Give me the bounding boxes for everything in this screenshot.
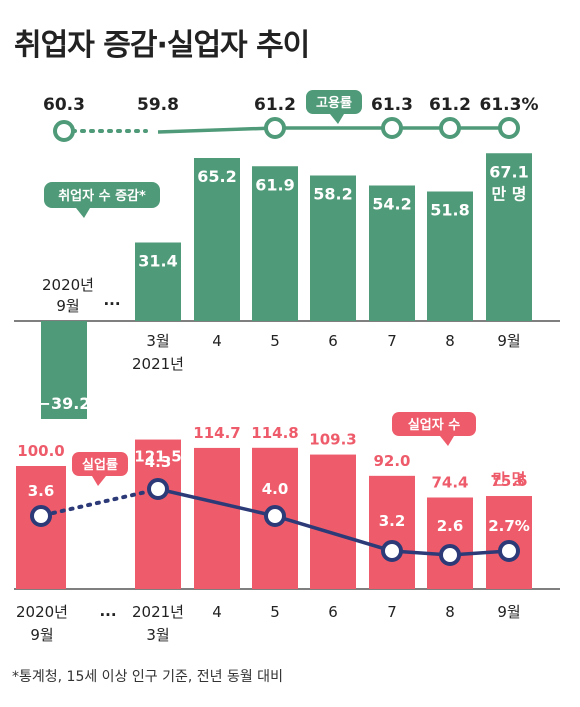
unemployed-last-unit: 만 명 (493, 470, 526, 488)
employment-legend-pointer (76, 208, 90, 218)
employment-value-label: 61.9 (255, 175, 294, 194)
unemployed-legend-label: 실업자 수 (408, 417, 460, 433)
axis-label-month: 5 (270, 332, 280, 350)
unemployed-value-label: 121.5 (134, 448, 181, 466)
unemployed-legend-pointer (440, 436, 454, 446)
unemployment-rate-label: 2.6 (437, 517, 464, 535)
unemployment-rate-marker (498, 540, 520, 562)
unemployment-rate-marker (30, 505, 52, 527)
unemployment-rate-dotted (51, 490, 148, 515)
unemployed-value-label: 114.7 (193, 424, 240, 442)
employment-rate-label: 61.3% (480, 95, 539, 115)
bottom-axis-2020: 2020년 (16, 603, 68, 621)
axis-label-2021: 2021년 (132, 355, 184, 373)
unemployment-rate-label: 4.0 (262, 480, 289, 498)
bottom-axis-month: 4 (212, 603, 222, 621)
unemployed-value-label: 75.6 (490, 472, 527, 490)
employment-unit-label: 만 명 (491, 184, 526, 203)
bottom-axis-month: 5 (270, 603, 280, 621)
unemployed-bar (310, 454, 356, 589)
unemployment-rate-marker (147, 478, 169, 500)
employment-value-label: 67.1 (489, 162, 528, 181)
employment-rate-marker (439, 117, 461, 139)
employment-bar (486, 153, 532, 321)
unemployment-rate-marker (381, 540, 403, 562)
employment-rate-marker (53, 120, 75, 142)
employment-rate-tag (306, 90, 362, 114)
employment-bar (194, 158, 240, 321)
employment-value-label: −39.2 (38, 394, 91, 413)
unemployed-bar (135, 439, 181, 589)
chart-title: 취업자 증감·실업자 추이 (14, 28, 310, 63)
employment-bar (135, 242, 181, 321)
unemployed-value-label: 74.4 (431, 473, 468, 491)
employment-rate-label: 61.3 (371, 95, 413, 115)
bottom-axis-month: 8 (445, 603, 455, 621)
employment-bar (427, 191, 473, 321)
unemployment-rate-label: 3.6 (28, 482, 55, 500)
footnote: *통계청, 15세 이상 인구 기준, 전년 동월 대비 (12, 669, 283, 685)
employment-bar (310, 175, 356, 321)
axis-label-month: 8 (445, 332, 455, 350)
unemployed-value-label: 114.8 (251, 424, 298, 442)
employment-rate-label: 61.2 (254, 95, 296, 115)
employment-bar (369, 185, 415, 321)
axis-label-march: 3월 (146, 332, 169, 350)
bottom-axis-3: 3월 (146, 626, 169, 644)
unemployed-legend-tag (392, 412, 476, 436)
employment-rate-marker (264, 117, 286, 139)
employment-bar (41, 321, 87, 419)
employment-value-label: 65.2 (197, 167, 236, 186)
employment-rate-label: 59.8 (137, 95, 179, 115)
unemployment-rate-tag-label: 실업률 (82, 457, 118, 473)
bottom-axis-2021: 2021년 (132, 603, 184, 621)
unemployed-value-label: 109.3 (309, 431, 356, 449)
bottom-axis-month: 6 (328, 603, 338, 621)
unemployed-bar (194, 447, 240, 589)
employment-rate-label: 60.3 (43, 95, 85, 115)
unemployment-rate-label: 4.3 (145, 453, 172, 471)
unemployment-rate-tag (72, 452, 128, 476)
employment-value-label: 58.2 (313, 185, 352, 204)
axis-label-month: 6 (328, 332, 338, 350)
bottom-axis-9: 9월 (30, 626, 53, 644)
unemployment-rate-marker (264, 505, 286, 527)
unemployment-rate-marker (439, 544, 461, 566)
unemployed-value-label: 100.0 (17, 442, 64, 460)
unemployed-bar (16, 466, 66, 589)
employment-value-label: 31.4 (138, 252, 177, 271)
employment-bar (252, 166, 298, 321)
employment-rate-label: 61.2 (429, 95, 471, 115)
employment-rate-tag-pointer (330, 114, 344, 124)
axis-label-2020-9-line1: 2020년 (42, 276, 94, 294)
unemployment-rate-label: 3.2 (379, 512, 406, 530)
axis-label-month: 7 (387, 332, 397, 350)
employment-legend-tag (44, 182, 160, 208)
unemployment-rate-label: 2.7% (488, 517, 530, 535)
unemployed-bar (427, 497, 473, 589)
employment-value-label: 54.2 (372, 195, 411, 214)
bottom-axis-month: 7 (387, 603, 397, 621)
employment-value-label: 51.8 (430, 201, 469, 220)
employment-rate-tag-label: 고용률 (316, 95, 352, 111)
unemployed-value-label: 92.0 (373, 452, 410, 470)
bottom-axis-ellipsis: ··· (99, 606, 116, 624)
unemployment-rate-tag-pointer (92, 476, 106, 486)
axis-label-month: 9월 (497, 332, 520, 350)
employment-rate-marker (498, 117, 520, 139)
axis-ellipsis: ··· (103, 295, 120, 313)
employment-rate-marker (381, 117, 403, 139)
employment-legend-label: 취업자 수 증감* (58, 188, 146, 204)
bottom-axis-month: 9월 (497, 603, 520, 621)
axis-label-2020-9-line2: 9월 (56, 297, 79, 315)
unemployed-bar (369, 475, 415, 589)
axis-label-month: 4 (212, 332, 222, 350)
